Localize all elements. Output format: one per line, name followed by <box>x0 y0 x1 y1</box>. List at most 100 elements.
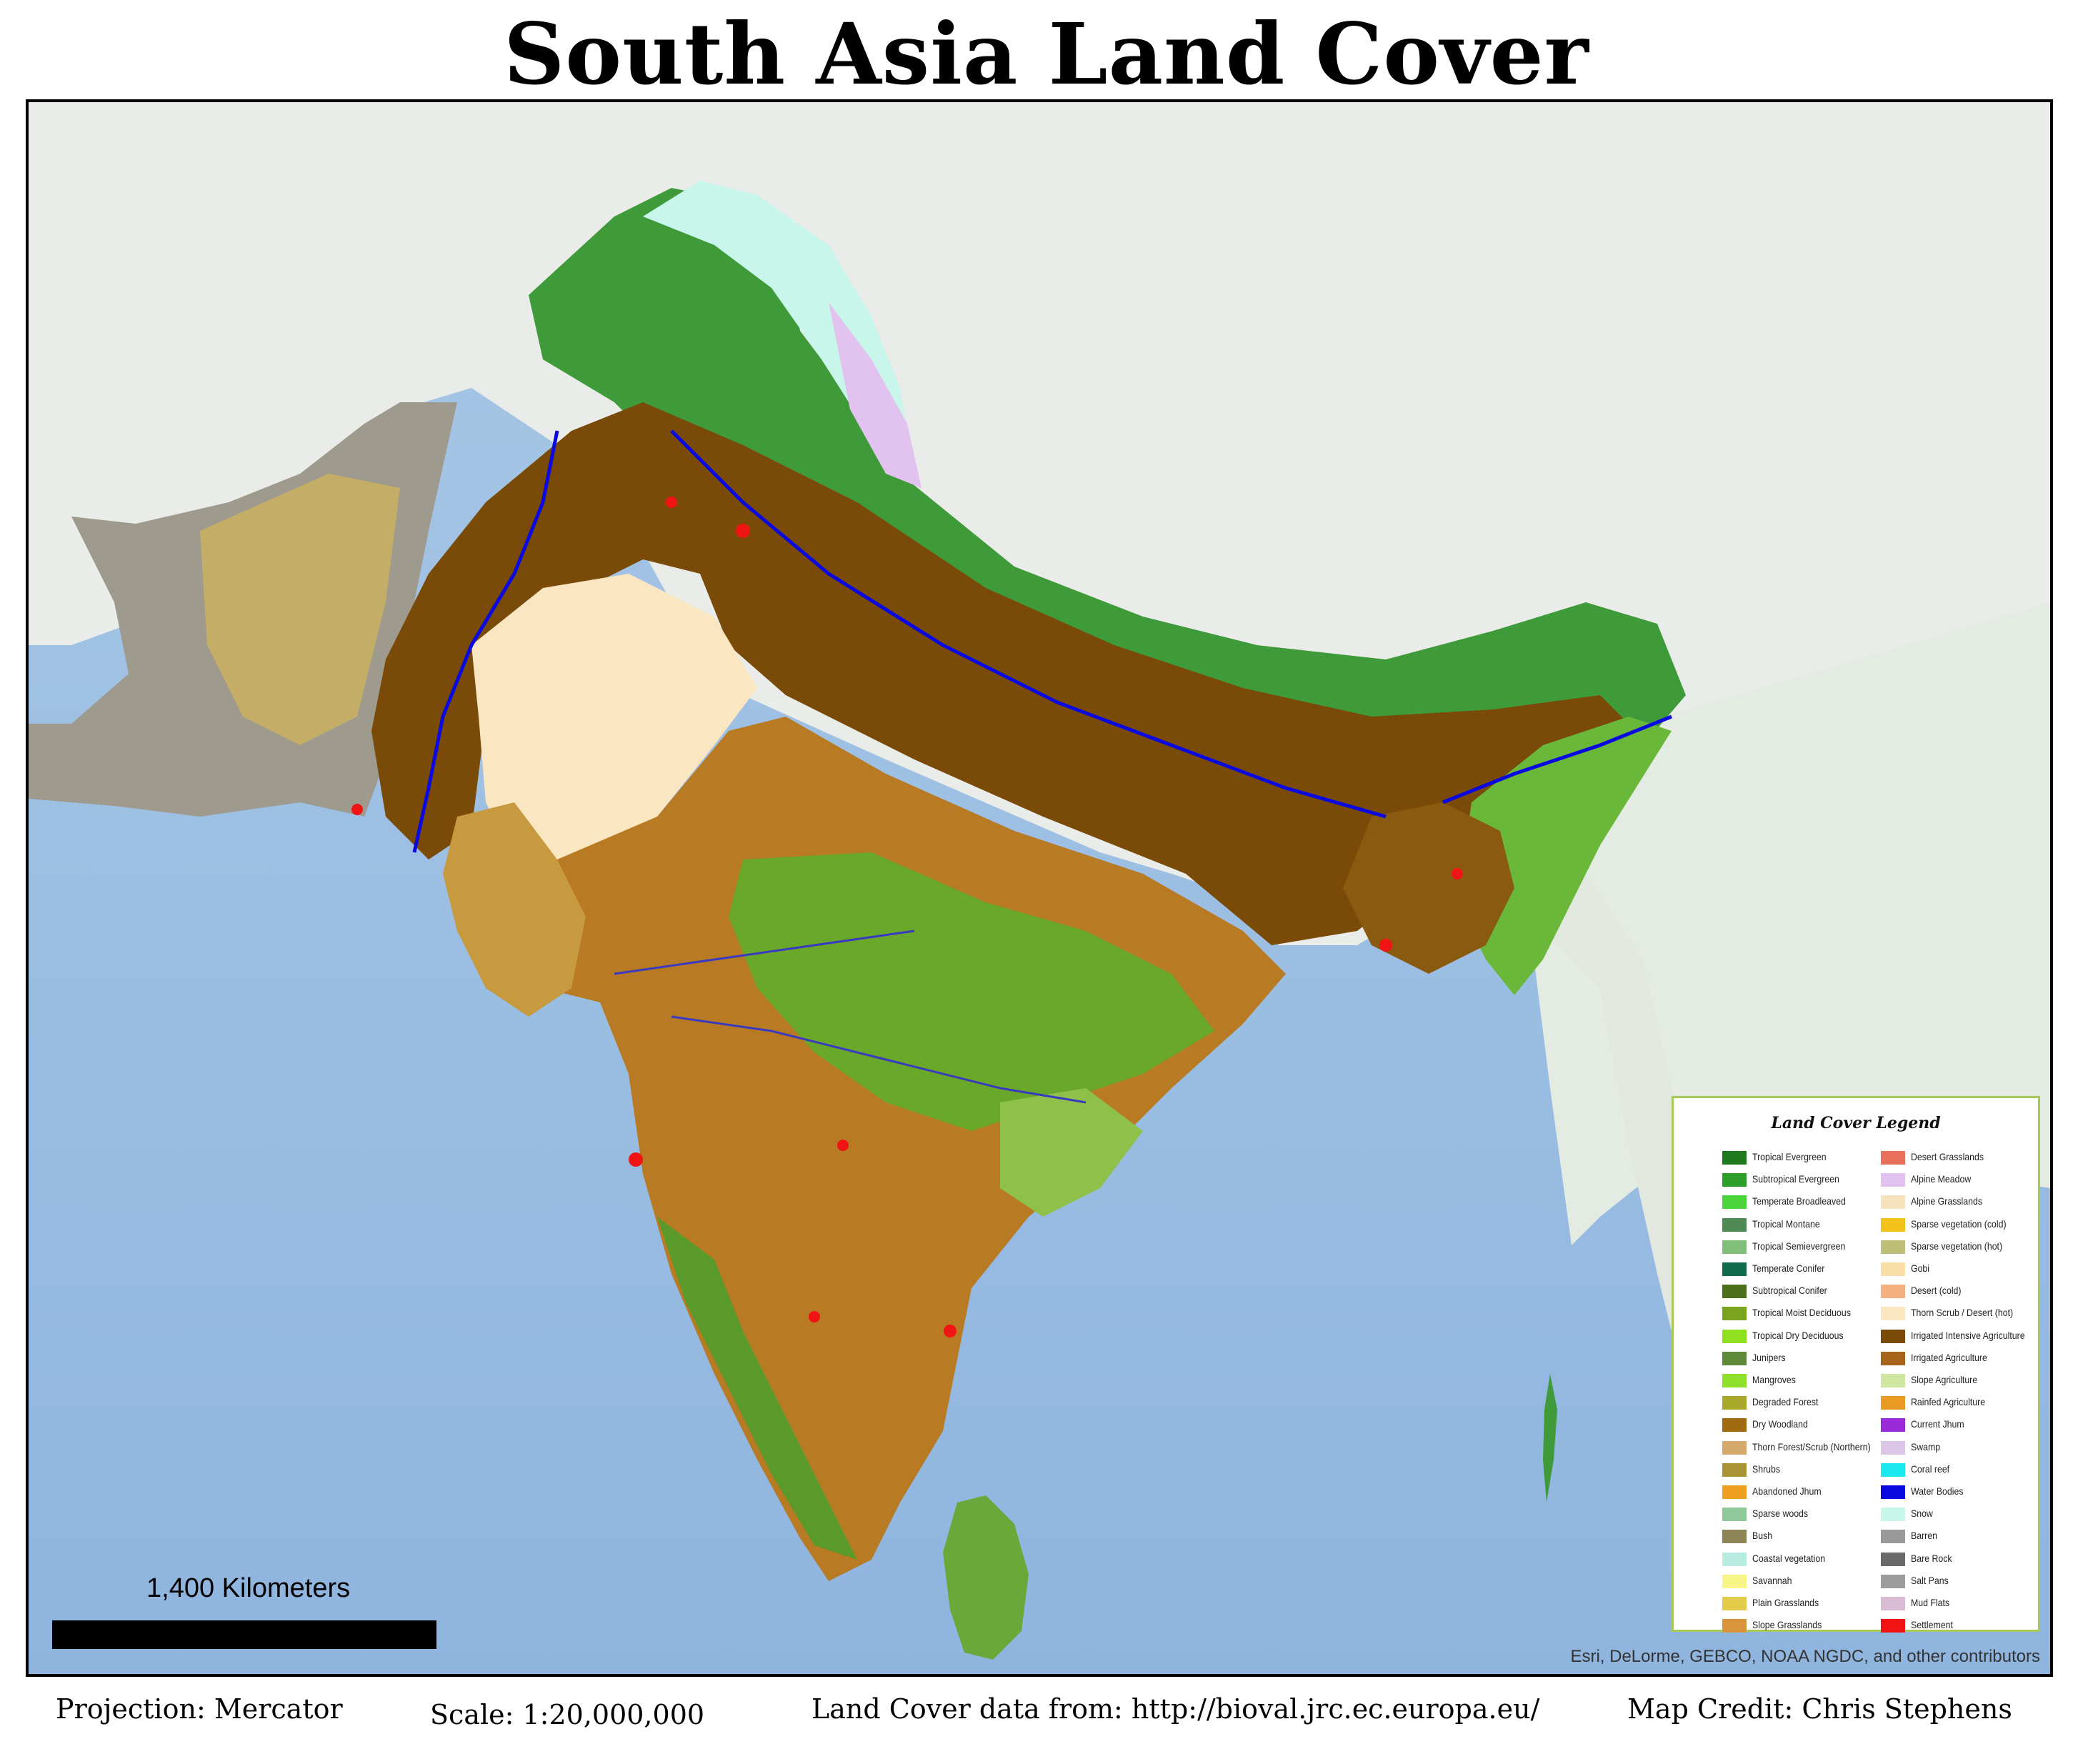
settlement-dhaka <box>1452 868 1463 879</box>
legend-label: Coral reef <box>1911 1462 1950 1475</box>
settlement-bangalore <box>809 1311 820 1322</box>
scale-bar-label: 1,400 Kilometers <box>146 1573 351 1603</box>
legend-swatch <box>1881 1195 1905 1210</box>
legend-label: Irrigated Agriculture <box>1911 1351 1987 1363</box>
legend-swatch <box>1722 1574 1747 1588</box>
legend-label: Gobi <box>1911 1262 1930 1274</box>
settlement-hyderabad <box>837 1140 849 1151</box>
legend-label: Snow <box>1911 1508 1933 1520</box>
legend-label: Tropical Evergreen <box>1752 1151 1827 1162</box>
brahmaputra-river <box>1442 714 1672 804</box>
andaman-islands <box>1543 1374 1557 1503</box>
settlement-mumbai <box>629 1152 643 1167</box>
legend-label: Mud Flats <box>1911 1597 1950 1608</box>
narmada-river <box>614 930 915 975</box>
legend-swatch <box>1881 1217 1905 1232</box>
footer-credit: Map Credit: Chris Stephens <box>1627 1693 2012 1725</box>
legend-swatch <box>1722 1173 1747 1187</box>
map-frame[interactable]: 1,400 Kilometers Land Cover Legend Tropi… <box>26 99 2053 1677</box>
legend-label: Shrubs <box>1752 1462 1781 1475</box>
settlement-chennai <box>944 1325 956 1337</box>
legend-swatch <box>1881 1396 1905 1410</box>
legend-label: Swamp <box>1911 1440 1941 1452</box>
settlement-kolkata <box>1379 939 1392 952</box>
legend-swatch <box>1881 1374 1905 1387</box>
legend-swatch <box>1722 1508 1747 1522</box>
legend-swatch <box>1881 1307 1905 1321</box>
legend-swatch <box>1722 1485 1747 1499</box>
legend-label: Sparse woods <box>1752 1508 1809 1520</box>
legend-swatch <box>1722 1396 1747 1410</box>
legend-label: Irrigated Intensive Agriculture <box>1911 1329 2025 1341</box>
legend-label: Salt Pans <box>1911 1574 1949 1586</box>
legend-label: Coastal vegetation <box>1752 1552 1826 1564</box>
legend-swatch <box>1881 1574 1905 1588</box>
legend-label: Slope Agriculture <box>1911 1374 1978 1385</box>
legend-swatch <box>1881 1508 1905 1522</box>
legend-swatch <box>1881 1173 1905 1187</box>
eastern-ghats-forest <box>1000 1088 1143 1217</box>
thar-desert <box>471 574 757 859</box>
legend-label: Mangroves <box>1752 1374 1796 1385</box>
legend-title: Land Cover Legend <box>1771 1114 1941 1132</box>
legend-swatch <box>1881 1418 1905 1432</box>
legend-swatch <box>1722 1151 1747 1165</box>
legend-swatch <box>1722 1351 1747 1365</box>
legend-label: Temperate Conifer <box>1752 1262 1825 1274</box>
legend-swatch <box>1881 1351 1905 1365</box>
sri-lanka <box>943 1495 1029 1660</box>
legend-label: Sparse vegetation (cold) <box>1911 1217 2007 1230</box>
godavari-river <box>671 1015 1087 1104</box>
legend-label: Subtropical Conifer <box>1752 1285 1827 1297</box>
legend-swatch <box>1881 1285 1905 1299</box>
legend-label: Tropical Moist Deciduous <box>1752 1307 1851 1319</box>
legend-label: Thorn Forest/Scrub (Northern) <box>1752 1440 1871 1452</box>
legend-label: Subtropical Evergreen <box>1752 1173 1839 1185</box>
legend-swatch <box>1722 1262 1747 1276</box>
legend-label: Thorn Scrub / Desert (hot) <box>1911 1307 2014 1319</box>
pakistan-yellow <box>200 474 400 745</box>
legend-label: Tropical Semievergreen <box>1752 1240 1846 1252</box>
legend-label: Current Jhum <box>1911 1418 1964 1430</box>
bangladesh-plain <box>1343 802 1514 974</box>
legend-swatch <box>1722 1440 1747 1455</box>
indus-river <box>412 430 559 853</box>
legend-swatch <box>1881 1530 1905 1544</box>
legend-label: Barren <box>1911 1530 1937 1542</box>
legend-label: Tropical Montane <box>1752 1217 1820 1230</box>
legend-label: Abandoned Jhum <box>1752 1485 1822 1497</box>
settlement-karachi <box>351 804 363 815</box>
legend-swatch <box>1722 1462 1747 1477</box>
gujarat <box>443 802 586 1017</box>
legend-label: Slope Grasslands <box>1752 1619 1822 1631</box>
legend-swatch <box>1881 1462 1905 1477</box>
legend-label: Bare Rock <box>1911 1552 1952 1564</box>
legend-label: Degraded Forest <box>1752 1396 1819 1408</box>
legend-swatch <box>1881 1151 1905 1165</box>
legend-label: Alpine Grasslands <box>1911 1195 1982 1207</box>
legend-label: Alpine Meadow <box>1911 1173 1972 1185</box>
footer-projection: Projection: Mercator <box>56 1693 343 1725</box>
legend-label: Dry Woodland <box>1752 1418 1808 1430</box>
legend-swatch <box>1881 1329 1905 1343</box>
legend-swatch <box>1722 1217 1747 1232</box>
settlement-delhi <box>736 524 750 538</box>
legend-swatch <box>1722 1418 1747 1432</box>
legend-swatch <box>1722 1374 1747 1387</box>
legend-label: Tropical Dry Deciduous <box>1752 1329 1844 1341</box>
legend-label: Temperate Broadleaved <box>1752 1195 1846 1207</box>
legend-label: Settlement <box>1911 1619 1953 1631</box>
map-title: South Asia Land Cover <box>504 4 1589 104</box>
ganges-river <box>670 429 1387 819</box>
legend-label: Sparse vegetation (hot) <box>1911 1240 2003 1252</box>
footer-scale: Scale: 1:20,000,000 <box>430 1699 705 1730</box>
legend-label: Bush <box>1752 1530 1773 1542</box>
legend-swatch <box>1881 1262 1905 1276</box>
legend-label: Desert Grasslands <box>1911 1151 1984 1162</box>
legend-swatch <box>1722 1240 1747 1254</box>
map-canvas[interactable] <box>29 102 2050 1674</box>
legend-swatch <box>1881 1552 1905 1566</box>
scale-bar <box>52 1620 436 1649</box>
legend-swatch <box>1881 1240 1905 1254</box>
legend-swatch <box>1881 1440 1905 1455</box>
